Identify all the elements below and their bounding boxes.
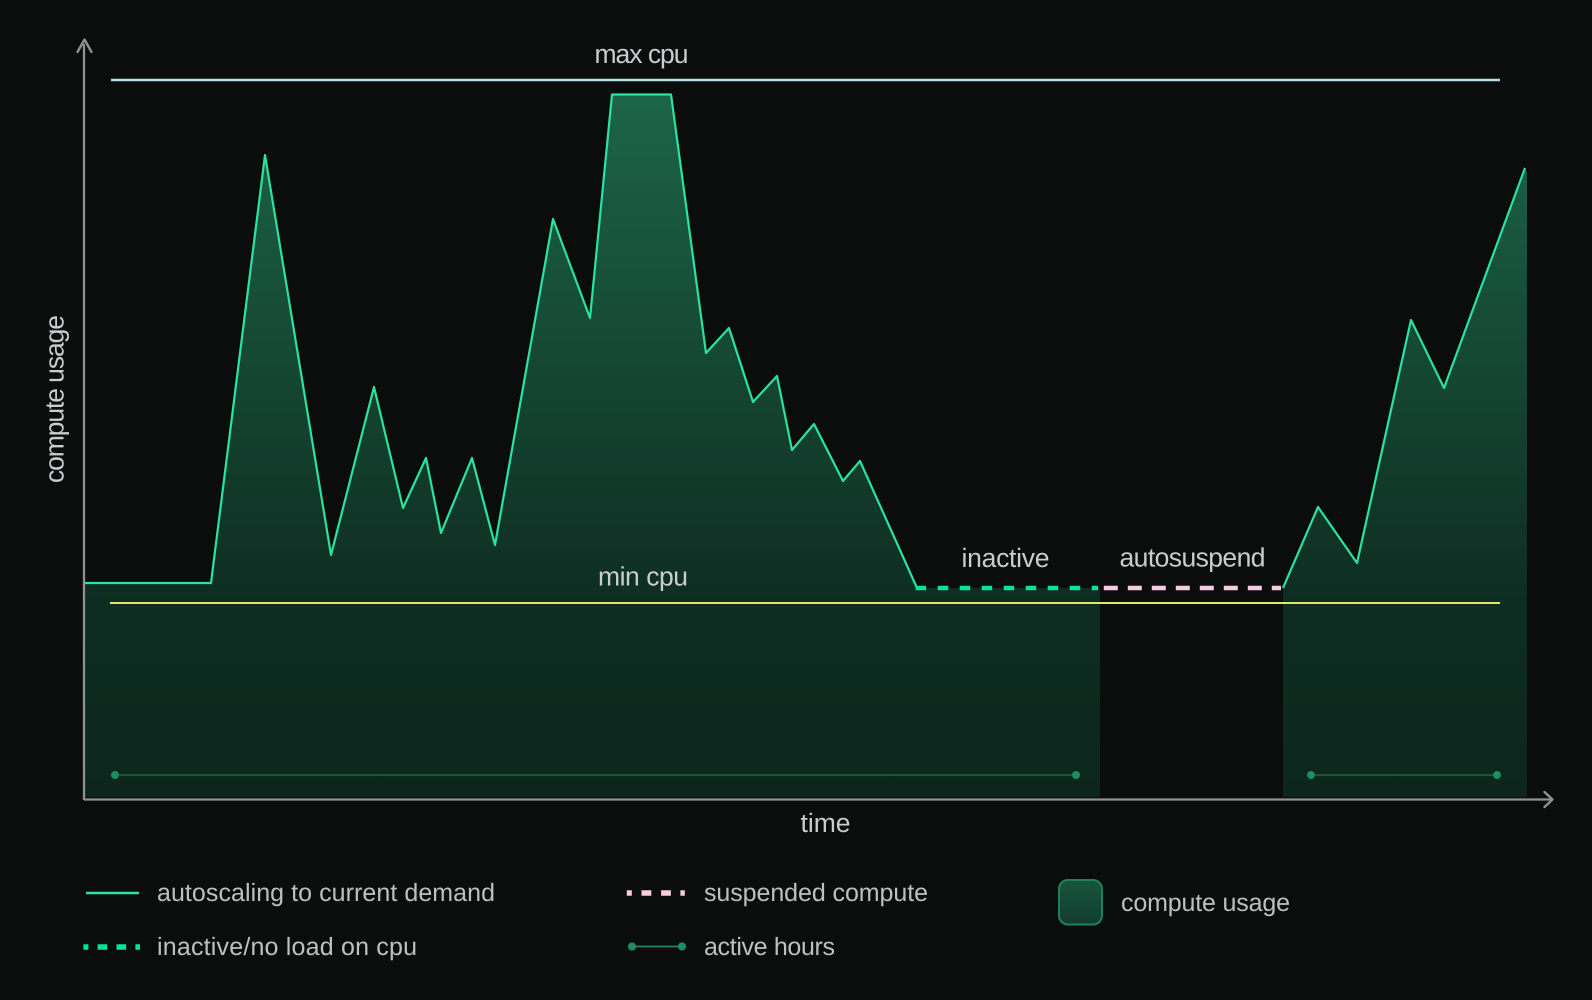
svg-text:compute usage: compute usage bbox=[1121, 889, 1290, 917]
svg-text:max cpu: max cpu bbox=[595, 39, 689, 69]
svg-text:autosuspend: autosuspend bbox=[1120, 543, 1266, 573]
svg-text:active hours: active hours bbox=[704, 933, 835, 961]
svg-text:inactive/no load on cpu: inactive/no load on cpu bbox=[157, 933, 417, 961]
svg-text:time: time bbox=[801, 808, 851, 838]
svg-text:min cpu: min cpu bbox=[598, 562, 688, 592]
svg-text:inactive: inactive bbox=[962, 543, 1050, 573]
svg-text:autoscaling to current demand: autoscaling to current demand bbox=[157, 879, 495, 907]
svg-text:suspended compute: suspended compute bbox=[704, 879, 928, 907]
svg-text:compute usage: compute usage bbox=[40, 315, 70, 483]
